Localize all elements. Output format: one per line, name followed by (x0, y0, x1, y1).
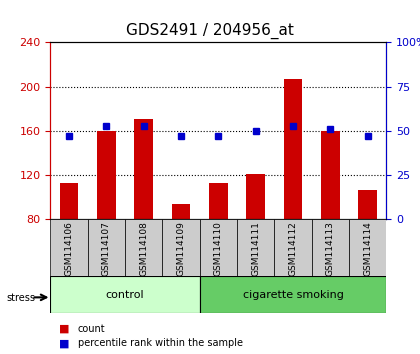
Bar (274, 219, 312, 278)
Bar (247, 174, 265, 219)
Bar (163, 219, 200, 278)
Bar (60, 183, 79, 219)
Bar (237, 219, 274, 278)
Text: GDS2491 / 204956_at: GDS2491 / 204956_at (126, 23, 294, 39)
Bar (172, 204, 190, 219)
Text: GSM114109: GSM114109 (176, 221, 186, 276)
Bar (358, 190, 377, 219)
Bar (50, 276, 200, 313)
Bar (50, 219, 88, 278)
Bar (97, 131, 116, 219)
Bar (312, 219, 349, 278)
Bar (209, 183, 228, 219)
Bar (134, 119, 153, 219)
Text: ■: ■ (59, 338, 69, 348)
Text: GSM114111: GSM114111 (251, 221, 260, 276)
Text: ■: ■ (59, 324, 69, 333)
Text: count: count (78, 324, 105, 333)
Bar (200, 219, 237, 278)
Text: GSM114108: GSM114108 (139, 221, 148, 276)
Text: cigarette smoking: cigarette smoking (243, 290, 344, 300)
Text: control: control (106, 290, 144, 300)
Text: GSM114113: GSM114113 (326, 221, 335, 276)
Text: GSM114110: GSM114110 (214, 221, 223, 276)
Bar (125, 219, 163, 278)
Bar (321, 131, 340, 219)
Bar (284, 79, 302, 219)
Text: GSM114106: GSM114106 (65, 221, 73, 276)
Text: percentile rank within the sample: percentile rank within the sample (78, 338, 243, 348)
Bar (349, 219, 386, 278)
Text: GSM114114: GSM114114 (363, 221, 372, 276)
Bar (200, 276, 386, 313)
Bar (88, 219, 125, 278)
Text: stress: stress (6, 293, 35, 303)
Text: GSM114112: GSM114112 (289, 221, 297, 276)
Text: GSM114107: GSM114107 (102, 221, 111, 276)
